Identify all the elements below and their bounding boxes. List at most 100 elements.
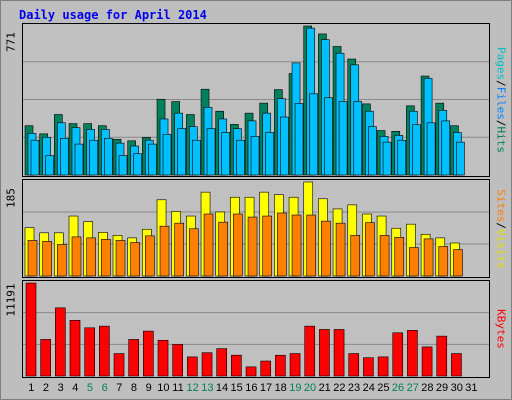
sites-bar-day-27	[409, 247, 419, 277]
kbytes-bar-day-20	[304, 325, 316, 377]
pages-bar-day-10	[162, 134, 172, 176]
pages-bar-day-2	[45, 155, 54, 176]
sites-bar-day-16	[247, 216, 258, 277]
pages-bar-day-20	[309, 93, 319, 176]
sites-bar-day-29	[438, 246, 449, 277]
x-tick-label-day-9: 9	[145, 382, 152, 394]
pages-bar-day-13	[206, 128, 216, 176]
x-tick-label-day-7: 7	[116, 382, 123, 394]
x-tick-label-day-10: 10	[157, 382, 170, 394]
kbytes-bar-day-27	[407, 329, 418, 377]
kbytes-bar-day-1	[25, 282, 37, 377]
x-tick-label-day-26: 26	[391, 382, 405, 394]
sites-bar-day-21	[321, 220, 331, 277]
sites-bar-day-20	[306, 214, 317, 277]
x-tick-label-day-13: 13	[201, 382, 214, 394]
sites-bar-day-10	[159, 225, 170, 277]
x-tick-label-day-4: 4	[72, 382, 79, 394]
x-tick-label-day-29: 29	[435, 382, 449, 394]
sites-bar-day-15	[233, 213, 243, 277]
x-tick-label-day-22: 22	[333, 382, 346, 394]
pages-bar-day-12	[192, 139, 201, 176]
sites-bar-day-14	[218, 221, 229, 277]
sites-bar-day-25	[379, 235, 390, 277]
sites-bar-day-7	[115, 240, 126, 277]
pages-bar-day-15	[236, 139, 245, 176]
x-tick-label-day-30: 30	[450, 382, 463, 394]
pages-bar-day-22	[338, 101, 348, 176]
sites-bar-day-28	[423, 238, 434, 277]
kbytes-bar-day-26	[392, 332, 404, 377]
x-tick-label-day-11: 11	[172, 382, 184, 394]
pages-bar-day-5	[89, 139, 98, 176]
kbytes-bar-day-23	[348, 353, 360, 377]
kbytes-bar-day-24	[363, 357, 374, 377]
x-tick-label-day-15: 15	[230, 382, 243, 394]
pages-bar-day-14	[221, 132, 231, 176]
x-tick-label-day-5: 5	[86, 382, 94, 394]
x-tick-label-day-17: 17	[259, 382, 273, 394]
pages-bar-day-25	[382, 141, 392, 176]
kbytes-bar-day-28	[421, 346, 433, 377]
kbytes-bar-day-7	[113, 353, 125, 377]
sites-bar-day-6	[101, 239, 111, 277]
pages-bar-day-7	[118, 155, 128, 176]
pages-bar-day-3	[60, 137, 69, 176]
sites-bar-day-11	[174, 222, 184, 277]
kbytes-bar-day-14	[216, 348, 228, 377]
x-tick-label-day-31: 31	[465, 382, 478, 394]
x-tick-label-day-24: 24	[362, 382, 375, 394]
pages-bar-day-29	[441, 120, 451, 176]
x-tick-label-day-25: 25	[377, 382, 390, 394]
sites-bar-day-8	[130, 242, 140, 277]
x-tick-label-day-16: 16	[245, 382, 258, 394]
x-tick-label-day-27: 27	[406, 382, 419, 394]
chart-title: Daily usage for April 2014	[19, 8, 207, 22]
kbytes-bar-day-22	[333, 329, 345, 377]
sites-bar-day-5	[86, 237, 96, 277]
pages-bar-day-8	[133, 153, 142, 176]
pages-bar-day-18	[280, 116, 289, 176]
sites-bar-day-23	[350, 235, 361, 277]
kbytes-bar-day-13	[201, 352, 213, 377]
pages-bar-day-4	[74, 143, 84, 176]
x-tick-label-day-8: 8	[130, 382, 138, 394]
x-tick-label-day-18: 18	[274, 382, 287, 394]
pages-bar-day-17	[265, 132, 275, 176]
x-tick-label-day-21: 21	[318, 382, 331, 394]
kbytes-bar-day-25	[377, 356, 389, 377]
sites-bar-day-30	[453, 249, 463, 277]
sites-bar-day-1	[27, 240, 38, 277]
sites-bar-day-24	[365, 222, 375, 277]
kbytes-bar-day-9	[143, 330, 154, 377]
x-tick-label-day-3: 3	[57, 382, 64, 394]
x-tick-label-day-28: 28	[421, 382, 434, 394]
pages-bar-day-23	[353, 101, 363, 176]
kbytes-bar-day-12	[187, 356, 198, 377]
pages-bar-day-16	[250, 136, 260, 176]
kbytes-bar-day-10	[157, 339, 169, 377]
kbytes-bar-day-18	[275, 354, 286, 377]
pages-bar-day-9	[148, 143, 157, 176]
sites-bar-day-13	[203, 213, 214, 277]
kbytes-bar-day-16	[245, 366, 257, 377]
x-tick-label-day-19: 19	[289, 382, 302, 394]
kbytes-bar-day-17	[260, 360, 272, 377]
kbytes-bar-day-2	[40, 339, 51, 377]
pages-bar-day-11	[177, 128, 186, 176]
sites-bar-day-17	[262, 215, 273, 277]
pages-bar-day-1	[30, 139, 40, 176]
kbytes-bar-day-5	[84, 327, 95, 377]
sites-bar-day-2	[42, 241, 52, 277]
pages-bar-day-21	[324, 97, 333, 176]
kbytes-bar-day-11	[172, 344, 183, 377]
sites-bar-day-22	[335, 222, 346, 277]
x-tick-label-day-1: 1	[28, 382, 35, 394]
kbytes-bar-day-3	[55, 307, 66, 377]
x-tick-label-day-20: 20	[303, 382, 317, 394]
kbytes-bar-day-21	[319, 329, 330, 377]
x-tick-label-day-2: 2	[42, 382, 50, 394]
kbytes-bar-day-4	[69, 320, 81, 377]
sites-bar-day-26	[394, 237, 405, 277]
